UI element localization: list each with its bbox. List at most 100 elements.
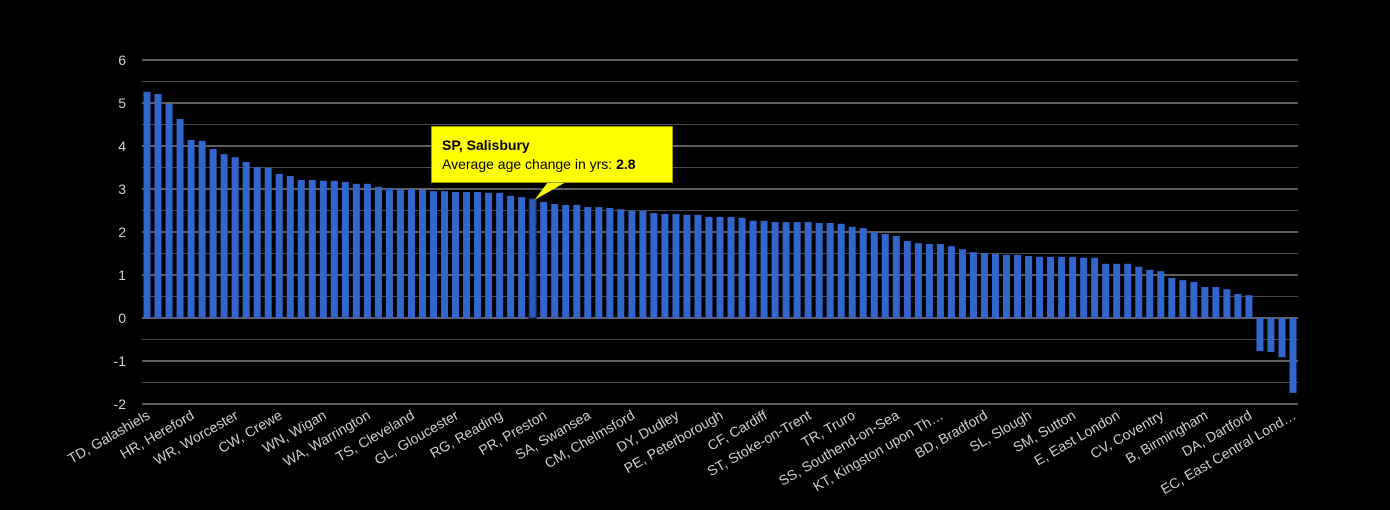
bar[interactable] <box>617 209 625 318</box>
bar[interactable] <box>1124 263 1132 318</box>
bar[interactable] <box>551 204 559 318</box>
bar[interactable] <box>782 222 790 318</box>
bar[interactable] <box>418 189 426 318</box>
bar[interactable] <box>1190 281 1198 318</box>
bar[interactable] <box>264 167 272 318</box>
bar[interactable] <box>760 220 768 318</box>
bar[interactable] <box>1047 256 1055 318</box>
bar[interactable] <box>297 179 305 318</box>
bar-highlighted[interactable] <box>528 198 537 319</box>
bar[interactable] <box>1267 318 1275 352</box>
bar[interactable] <box>859 228 867 318</box>
bar[interactable] <box>826 222 834 318</box>
bar[interactable] <box>1168 278 1176 318</box>
bar[interactable] <box>1157 271 1165 318</box>
bar[interactable] <box>694 214 702 318</box>
bar[interactable] <box>881 234 889 318</box>
bar[interactable] <box>220 154 228 318</box>
bar[interactable] <box>242 161 250 318</box>
bar[interactable] <box>363 183 371 318</box>
bar[interactable] <box>870 232 878 318</box>
bar[interactable] <box>848 226 856 318</box>
bar[interactable] <box>705 216 713 318</box>
bar[interactable] <box>209 149 217 318</box>
bar[interactable] <box>154 93 162 318</box>
bar[interactable] <box>496 192 504 318</box>
bar[interactable] <box>925 244 933 318</box>
bar[interactable] <box>1003 254 1010 318</box>
bar[interactable] <box>1058 256 1066 318</box>
bar[interactable] <box>958 249 966 318</box>
bar[interactable] <box>485 192 493 318</box>
bar[interactable] <box>231 157 239 318</box>
bar[interactable] <box>771 222 779 318</box>
bar[interactable] <box>606 207 614 318</box>
bar[interactable] <box>198 140 206 318</box>
bar[interactable] <box>1201 287 1209 318</box>
bar[interactable] <box>1146 269 1154 318</box>
bar[interactable] <box>1234 293 1242 318</box>
bar[interactable] <box>1278 318 1286 358</box>
bar[interactable] <box>308 179 316 318</box>
bar[interactable] <box>584 207 592 318</box>
bar[interactable] <box>474 192 482 318</box>
bar[interactable] <box>936 244 944 318</box>
bar[interactable] <box>969 252 977 318</box>
bar[interactable] <box>1036 256 1044 318</box>
bar[interactable] <box>1080 257 1088 318</box>
bar[interactable] <box>187 139 195 318</box>
bar[interactable] <box>143 91 151 318</box>
bar[interactable] <box>1212 287 1220 318</box>
bar[interactable] <box>1289 318 1297 393</box>
bar[interactable] <box>562 204 570 318</box>
bar[interactable] <box>573 204 581 318</box>
bar[interactable] <box>628 210 636 318</box>
bar[interactable] <box>1113 263 1121 318</box>
bar[interactable] <box>793 222 801 318</box>
bar[interactable] <box>892 235 900 318</box>
bar[interactable] <box>716 216 724 318</box>
bar[interactable] <box>1091 257 1099 318</box>
bar[interactable] <box>341 182 349 318</box>
bar[interactable] <box>1135 266 1143 318</box>
bar[interactable] <box>639 210 647 318</box>
bar[interactable] <box>396 189 404 318</box>
bar[interactable] <box>1223 289 1231 318</box>
bar[interactable] <box>837 223 845 318</box>
bar[interactable] <box>1245 295 1253 318</box>
bar[interactable] <box>815 222 823 318</box>
bar[interactable] <box>1256 318 1264 352</box>
bar[interactable] <box>1025 256 1033 318</box>
bar[interactable] <box>407 189 415 318</box>
bar[interactable] <box>1014 254 1022 318</box>
bar[interactable] <box>727 216 735 318</box>
bar[interactable] <box>1179 280 1187 318</box>
bar[interactable] <box>286 176 294 318</box>
bar[interactable] <box>804 222 812 318</box>
bar[interactable] <box>991 253 999 318</box>
bar[interactable] <box>661 213 669 318</box>
bar[interactable] <box>275 173 283 318</box>
bar[interactable] <box>330 180 338 318</box>
bar[interactable] <box>947 246 955 318</box>
bar[interactable] <box>430 191 437 318</box>
bar[interactable] <box>650 213 658 318</box>
bar[interactable] <box>385 188 393 318</box>
bar[interactable] <box>518 197 526 318</box>
bar[interactable] <box>352 183 360 318</box>
bar[interactable] <box>738 217 746 318</box>
bar[interactable] <box>507 195 515 318</box>
bar[interactable] <box>914 243 922 318</box>
bar[interactable] <box>319 180 327 318</box>
bar[interactable] <box>683 214 691 318</box>
bar[interactable] <box>253 167 261 318</box>
bar[interactable] <box>165 103 173 318</box>
bar[interactable] <box>463 192 471 318</box>
bar[interactable] <box>595 207 603 318</box>
bar[interactable] <box>452 192 460 318</box>
bar[interactable] <box>1069 256 1077 318</box>
bar[interactable] <box>749 220 757 318</box>
bar[interactable] <box>903 241 911 318</box>
bar[interactable] <box>540 201 548 318</box>
bar[interactable] <box>980 253 988 318</box>
